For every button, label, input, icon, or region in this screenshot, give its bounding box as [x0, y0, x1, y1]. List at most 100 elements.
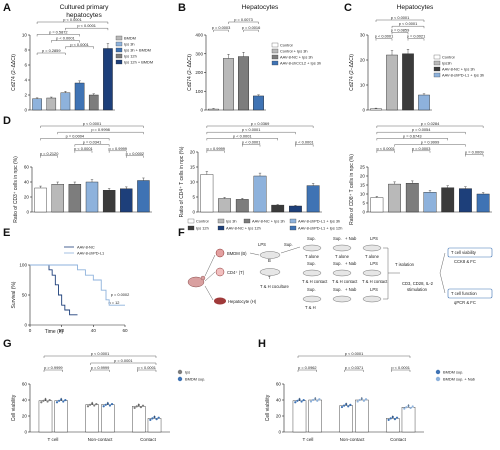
- nab-label-1: + Nab: [345, 236, 357, 241]
- sup-label-1: Sup.: [284, 242, 293, 247]
- panel-h-group-3: Contact: [390, 437, 407, 442]
- panel-d1-bar-1: [51, 184, 64, 213]
- panel-b-ylabel: Cd274 (2−ΔΔCt): [187, 54, 193, 91]
- arrow-mouse-hep: [204, 285, 214, 301]
- panel-h-dot-0-0-3: [300, 400, 303, 403]
- panel-d3-sig-label-3: p = 0.9999: [421, 140, 440, 145]
- panel-d3-sig-bracket-2: [376, 138, 448, 141]
- panel-letter-c: C: [344, 2, 352, 14]
- legend-c-label-1: Control: [442, 55, 455, 60]
- panel-g-sig-label-4: p < 0.0001: [137, 365, 156, 370]
- dish-row1-3: [362, 244, 382, 252]
- legend-b-swatch-4: [271, 60, 279, 66]
- sup-label-2: Sup.: [307, 236, 316, 241]
- panel-h-dot-0-0-4: [302, 398, 305, 402]
- panel-d3-bar-1: [388, 183, 401, 213]
- panel-d2-y-tick-label-1: 5: [192, 195, 195, 200]
- stim-label-2: stimulation: [407, 287, 428, 292]
- sup-label-6: Sup.: [307, 287, 316, 292]
- via-label-2: CCK8 & FC: [454, 259, 476, 264]
- panel-d1-sig-bracket-3: [74, 144, 110, 147]
- panel-letter-e: E: [3, 227, 10, 239]
- panel-h-bar-1-0: [308, 399, 322, 433]
- panel-h-dot-1-0-1: [311, 398, 315, 402]
- viability-box: [447, 247, 493, 258]
- panel-a-sig-bracket-4: [65, 46, 94, 49]
- bmdm-cell-icon: [215, 248, 225, 258]
- legend-a-swatch-2: [115, 41, 123, 47]
- panel-g-y-tick-label-1: 20: [22, 414, 28, 419]
- panel-g-dot-0-1-0: [86, 405, 90, 408]
- panel-g-sig-bracket-2: [43, 369, 63, 372]
- panel-e-y-tick-label-1: 50: [22, 293, 28, 298]
- panel-d3-bar-0: [370, 197, 384, 213]
- panel-d1-sig-bracket-0: [40, 125, 144, 128]
- fun-label-2: qPCR & FC: [454, 300, 476, 305]
- panel-h-bar-0-1: [339, 405, 353, 433]
- panel-letter-b: B: [178, 2, 186, 14]
- legend-a-label-3: Ips 3h + BMDM: [124, 48, 151, 53]
- lps-label-2: LPS: [370, 236, 378, 241]
- panel-g-ylabel: Cell viability: [11, 394, 17, 421]
- panel-g-y-tick-label-2: 40: [22, 398, 28, 403]
- arrow-bmdm-dish: [249, 252, 260, 256]
- panel-d1-sig-bracket-2: [40, 138, 110, 141]
- arrow-mouse-bmdm: [204, 254, 216, 277]
- panel-g-dot-0-2-0: [133, 406, 136, 409]
- talone-label-1: T alone: [305, 254, 320, 259]
- panel-a-sig-bracket-5: [36, 52, 66, 55]
- panel-h-y-tick-label-3: 60: [276, 382, 282, 387]
- panel-d2-sig-label-1: p < 0.0001: [242, 127, 261, 132]
- panel-g-dot-0-2-3: [139, 406, 143, 409]
- legend-e-label-2: AAV-8-shPD-L1: [77, 251, 104, 256]
- panel-g-bar-0-0: [38, 400, 53, 433]
- legend-d: Control Ips 3h AAV-8-NC + Ips 3h AAV-8-s…: [187, 219, 342, 231]
- panel-d3-y-tick-label-5: 25: [360, 165, 366, 170]
- panel-g-dot-1-2-3: [155, 418, 158, 421]
- legend-h: BMDM sup. BMDM sup. + Nab: [435, 370, 475, 382]
- panel-d1-sig-label-4: p = 0.2120: [40, 151, 59, 156]
- panel-e-x-tick-label-0: 0: [29, 328, 32, 333]
- panel-h-dot-1-2-3: [409, 406, 412, 410]
- panel-h-dot-0-2-1: [389, 417, 392, 420]
- panel-c-bar-0: [370, 108, 382, 111]
- panel-b-bar-1: [223, 58, 234, 111]
- panel-d2-sig-bracket-3: [242, 144, 261, 147]
- panel-b-sig-label-2: p = 0.0016: [242, 25, 261, 30]
- panel-h-dot-0-1-4: [349, 403, 352, 406]
- panel-d3-bar-4: [441, 187, 455, 213]
- panel-g-y-tick-label-0: 0: [24, 430, 27, 435]
- panel-a-sig-label-5: p = 0.2859: [42, 48, 61, 53]
- panel-a-sig-label-1: p < 0.0001: [77, 23, 96, 28]
- panel-b-y-tick-label-4: 400: [195, 33, 203, 38]
- panel-d1-sig-label-5: p < 0.0001: [74, 146, 93, 151]
- dish-row3-3: [362, 295, 382, 303]
- legend-c-label-2: Ips3h: [442, 61, 452, 66]
- panel-b-y-tick-label-0: 0: [200, 108, 203, 113]
- panel-e-y-tick-label-2: 100: [19, 263, 27, 268]
- panel-a-bar-0: [32, 98, 42, 111]
- legend-a-swatch-1: [115, 35, 123, 41]
- panel-g-dot-1-1-4: [110, 402, 114, 406]
- panel-h-dot-0-1-0: [340, 405, 344, 409]
- panel-d3-y-tick-label-4: 20: [360, 174, 366, 179]
- legend-h-swatch-2: [435, 376, 441, 382]
- panel-h-dot-1-2-0: [403, 407, 406, 410]
- panel-e-xlabel: Time (h): [45, 329, 64, 335]
- panel-d1-y-tick-label-0: 0: [26, 210, 29, 215]
- panel-g-dot-1-1-1: [104, 403, 107, 406]
- legend-c-swatch-1: [433, 54, 441, 60]
- panel-c-bar-2: [402, 53, 414, 111]
- panel-h-dot-0-1-1: [342, 404, 346, 407]
- panel-g-dot-1-2-4: [157, 416, 160, 419]
- panel-a-sig-label-0: p < 0.0001: [63, 17, 82, 22]
- panel-h-dot-1-1-1: [358, 398, 361, 402]
- panel-g-sig-label-1: p = 0.0001: [114, 358, 133, 363]
- panel-h-group-1: T cell: [303, 437, 314, 442]
- sup-label-4: Sup.: [307, 261, 316, 266]
- panel-g-sig-bracket-1: [90, 362, 157, 365]
- panel-d2-bar-2: [235, 199, 249, 213]
- talone-label-3: T alone: [365, 254, 380, 259]
- panel-d3-y-tick-label-0: 0: [362, 210, 365, 215]
- panel-d3-bar-6: [476, 193, 490, 213]
